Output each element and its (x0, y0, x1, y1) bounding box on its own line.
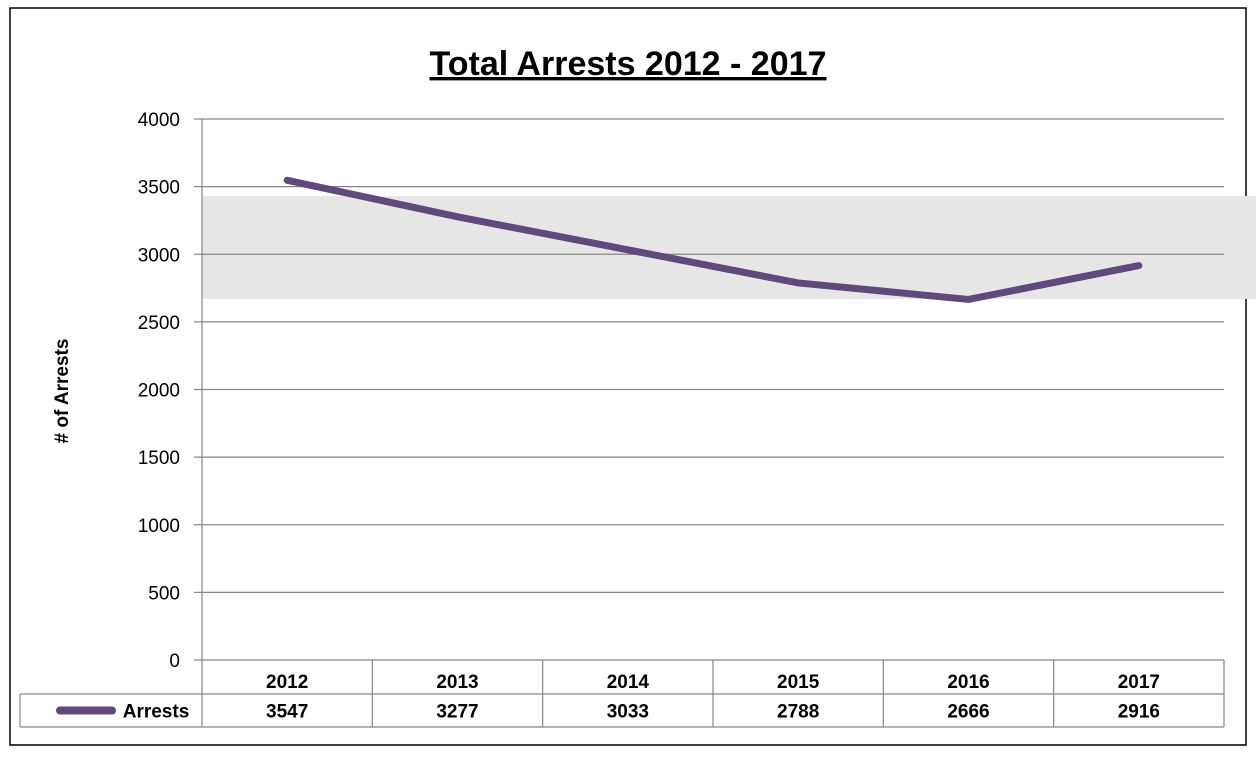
series-label: Arrests (123, 702, 190, 723)
data-point (627, 249, 629, 251)
data-point (797, 282, 799, 284)
data-value-label: 3547 (266, 702, 308, 723)
chart-title: Total Arrests 2012 - 2017 (430, 45, 827, 83)
x-category-label: 2016 (947, 672, 989, 693)
y-tick-label: 2500 (138, 313, 180, 334)
y-tick-label: 1500 (138, 448, 180, 469)
y-tick-label: 1000 (138, 516, 180, 537)
highlight-band (202, 196, 1256, 299)
data-point (457, 216, 458, 218)
data-point (968, 298, 969, 300)
chart-border (9, 7, 1247, 746)
y-axis-title: # of Arrests (52, 339, 73, 444)
x-category-label: 2015 (777, 672, 820, 693)
data-point (286, 179, 288, 181)
x-category-label: 2014 (607, 672, 650, 693)
data-value-label: 3033 (607, 702, 649, 723)
y-tick-label: 3500 (138, 178, 180, 199)
series-line (283, 176, 1143, 303)
y-tick-label: 2000 (138, 381, 180, 402)
x-category-label: 2012 (266, 672, 308, 693)
data-value-label: 2666 (947, 702, 989, 723)
data-value-label: 2788 (777, 702, 819, 723)
data-value-label: 3277 (436, 702, 478, 723)
y-tick-label: 4000 (138, 110, 180, 131)
x-category-label: 2013 (436, 672, 478, 693)
x-category-label: 2017 (1118, 672, 1160, 693)
y-tick-label: 3000 (138, 245, 180, 266)
y-tick-label: 500 (148, 583, 180, 604)
plot-area: 0 500 1000 1500 2000 2500 3000 3500 4000 2012 2013… (19, 110, 1256, 728)
data-point (1138, 265, 1140, 267)
data-value-label: 2916 (1118, 702, 1160, 723)
y-tick-label: 0 (169, 651, 180, 672)
